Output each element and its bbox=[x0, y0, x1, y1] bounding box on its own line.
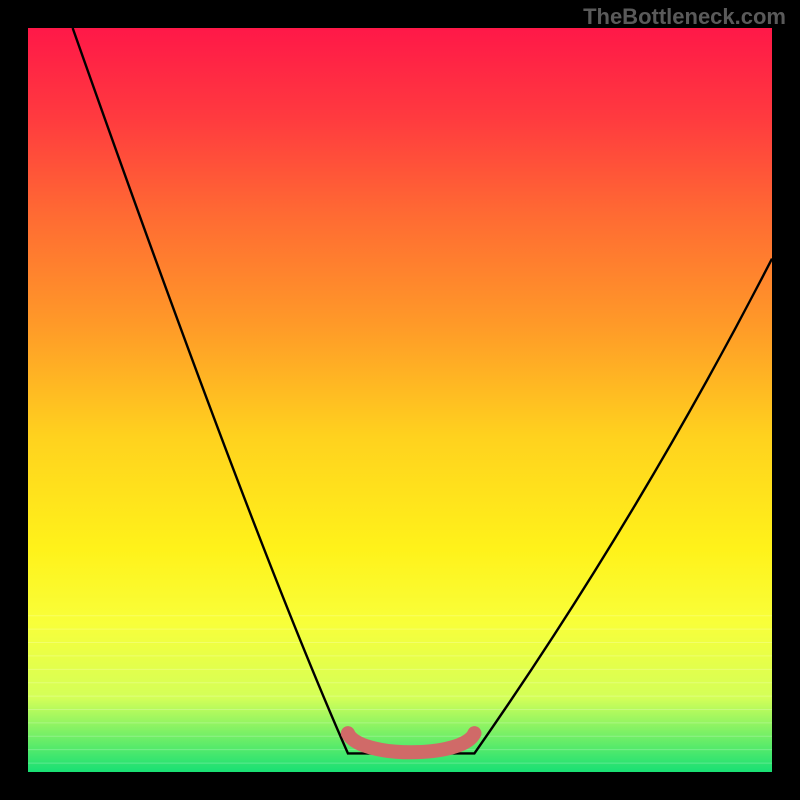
optimal-range-start-dot bbox=[341, 726, 355, 740]
gradient-background bbox=[28, 28, 772, 772]
canvas-root: TheBottleneck.com bbox=[0, 0, 800, 800]
watermark-text: TheBottleneck.com bbox=[583, 4, 786, 30]
plot-area bbox=[28, 28, 772, 772]
bottleneck-chart bbox=[28, 28, 772, 772]
optimal-range-end-dot bbox=[467, 726, 481, 740]
